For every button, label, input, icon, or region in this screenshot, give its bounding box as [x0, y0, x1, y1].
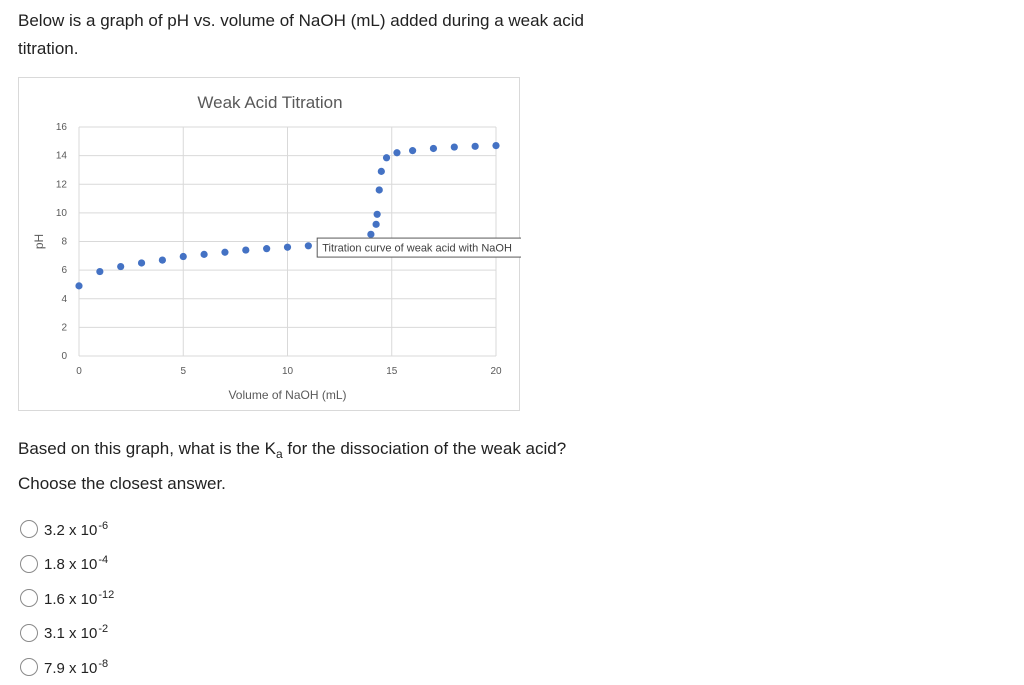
question-text-pre: Based on this graph, what is the K — [18, 439, 276, 458]
y-axis-label: pH — [32, 234, 46, 249]
answer-choice-label: 7.9 x 10-8 — [44, 658, 108, 677]
x-tick-label: 10 — [282, 366, 294, 377]
choice-base: 3.1 x 10 — [44, 625, 98, 643]
data-point — [263, 245, 271, 253]
annotation-box — [316, 237, 521, 258]
titration-chart: Weak Acid Titration 0 2 4 6 8 10 12 14 16 0 5 10 15 20… — [18, 77, 521, 411]
choice-base: 1.8 x 10 — [44, 556, 98, 574]
answer-choices: 3.2 x 10-6 1.8 x 10-4 1.6 x 10-12 3.1 x … — [20, 512, 114, 685]
data-point — [377, 167, 385, 175]
choice-exponent: -2 — [98, 623, 109, 636]
y-tick-label: 0 — [61, 351, 67, 362]
question-line-1: Based on this graph, what is the Ka for … — [18, 434, 718, 469]
question-text-post: for the dissociation of the weak acid? — [282, 439, 567, 458]
x-tick-label: 5 — [180, 366, 186, 377]
data-point — [75, 282, 83, 290]
chart-svg: Weak Acid Titration 0 2 4 6 8 10 12 14 16 0 5 10 15 20… — [32, 93, 521, 402]
data-point — [117, 262, 125, 271]
answer-choice-label: 1.6 x 10-12 — [44, 589, 114, 608]
choice-exponent: -6 — [98, 519, 109, 532]
y-tick-label: 4 — [61, 294, 67, 305]
data-point — [372, 220, 380, 228]
data-point — [137, 259, 146, 267]
data-point — [429, 144, 438, 153]
choice-base: 7.9 x 10 — [44, 659, 98, 677]
answer-choice-2[interactable]: 1.8 x 10-4 — [20, 547, 114, 582]
y-tick-label: 10 — [56, 208, 68, 219]
data-point — [221, 248, 229, 256]
x-axis-label: Volume of NaOH (mL) — [228, 388, 346, 402]
choice-exponent: -8 — [98, 657, 109, 670]
answer-choice-3[interactable]: 1.6 x 10-12 — [20, 581, 114, 616]
radio-button[interactable] — [20, 623, 38, 642]
data-point — [471, 142, 479, 150]
data-point — [393, 149, 401, 157]
y-tick-label: 8 — [61, 237, 67, 248]
data-point — [96, 267, 104, 276]
choice-exponent: -12 — [98, 588, 115, 601]
y-tick-label: 16 — [56, 122, 68, 133]
radio-button[interactable] — [20, 520, 38, 539]
radio-button[interactable] — [20, 554, 38, 573]
data-point — [242, 246, 250, 254]
data-point — [283, 243, 292, 251]
chart-title: Weak Acid Titration — [197, 93, 342, 112]
radio-button[interactable] — [20, 589, 38, 608]
answer-choice-label: 3.2 x 10-6 — [44, 520, 108, 539]
data-point — [375, 186, 383, 194]
choice-base: 3.2 x 10 — [44, 521, 98, 539]
answer-choice-label: 1.8 x 10-4 — [44, 554, 108, 573]
data-point — [409, 147, 417, 155]
data-point — [367, 230, 375, 238]
question-line-2: Choose the closest answer. — [18, 474, 226, 493]
data-point — [304, 242, 312, 250]
answer-choice-5[interactable]: 7.9 x 10-8 — [20, 650, 114, 685]
data-point — [373, 210, 381, 218]
question: Based on this graph, what is the Ka for … — [18, 434, 718, 499]
answer-choice-label: 3.1 x 10-2 — [44, 623, 108, 642]
data-point — [158, 256, 166, 264]
choice-exponent: -4 — [98, 554, 109, 567]
data-point — [200, 250, 208, 258]
radio-button[interactable] — [20, 658, 38, 677]
x-tick-label: 0 — [76, 366, 82, 377]
annotation-label: Titration curve of weak acid with NaOH — [322, 243, 512, 255]
y-tick-label: 2 — [61, 322, 67, 333]
y-tick-label: 6 — [61, 265, 67, 276]
choice-base: 1.6 x 10 — [44, 590, 98, 608]
data-point — [492, 142, 500, 150]
data-point — [450, 143, 458, 151]
intro-text: Below is a graph of pH vs. volume of NaO… — [18, 11, 584, 58]
data-point — [382, 154, 391, 162]
answer-choice-4[interactable]: 3.1 x 10-2 — [20, 616, 114, 651]
x-tick-label: 15 — [386, 366, 398, 377]
data-point — [179, 252, 187, 261]
y-tick-label: 12 — [56, 179, 68, 190]
question-ka-subscript: a — [276, 447, 283, 461]
answer-choice-1[interactable]: 3.2 x 10-6 — [20, 512, 114, 547]
x-tick-label: 20 — [490, 366, 502, 377]
y-tick-label: 14 — [56, 151, 68, 162]
